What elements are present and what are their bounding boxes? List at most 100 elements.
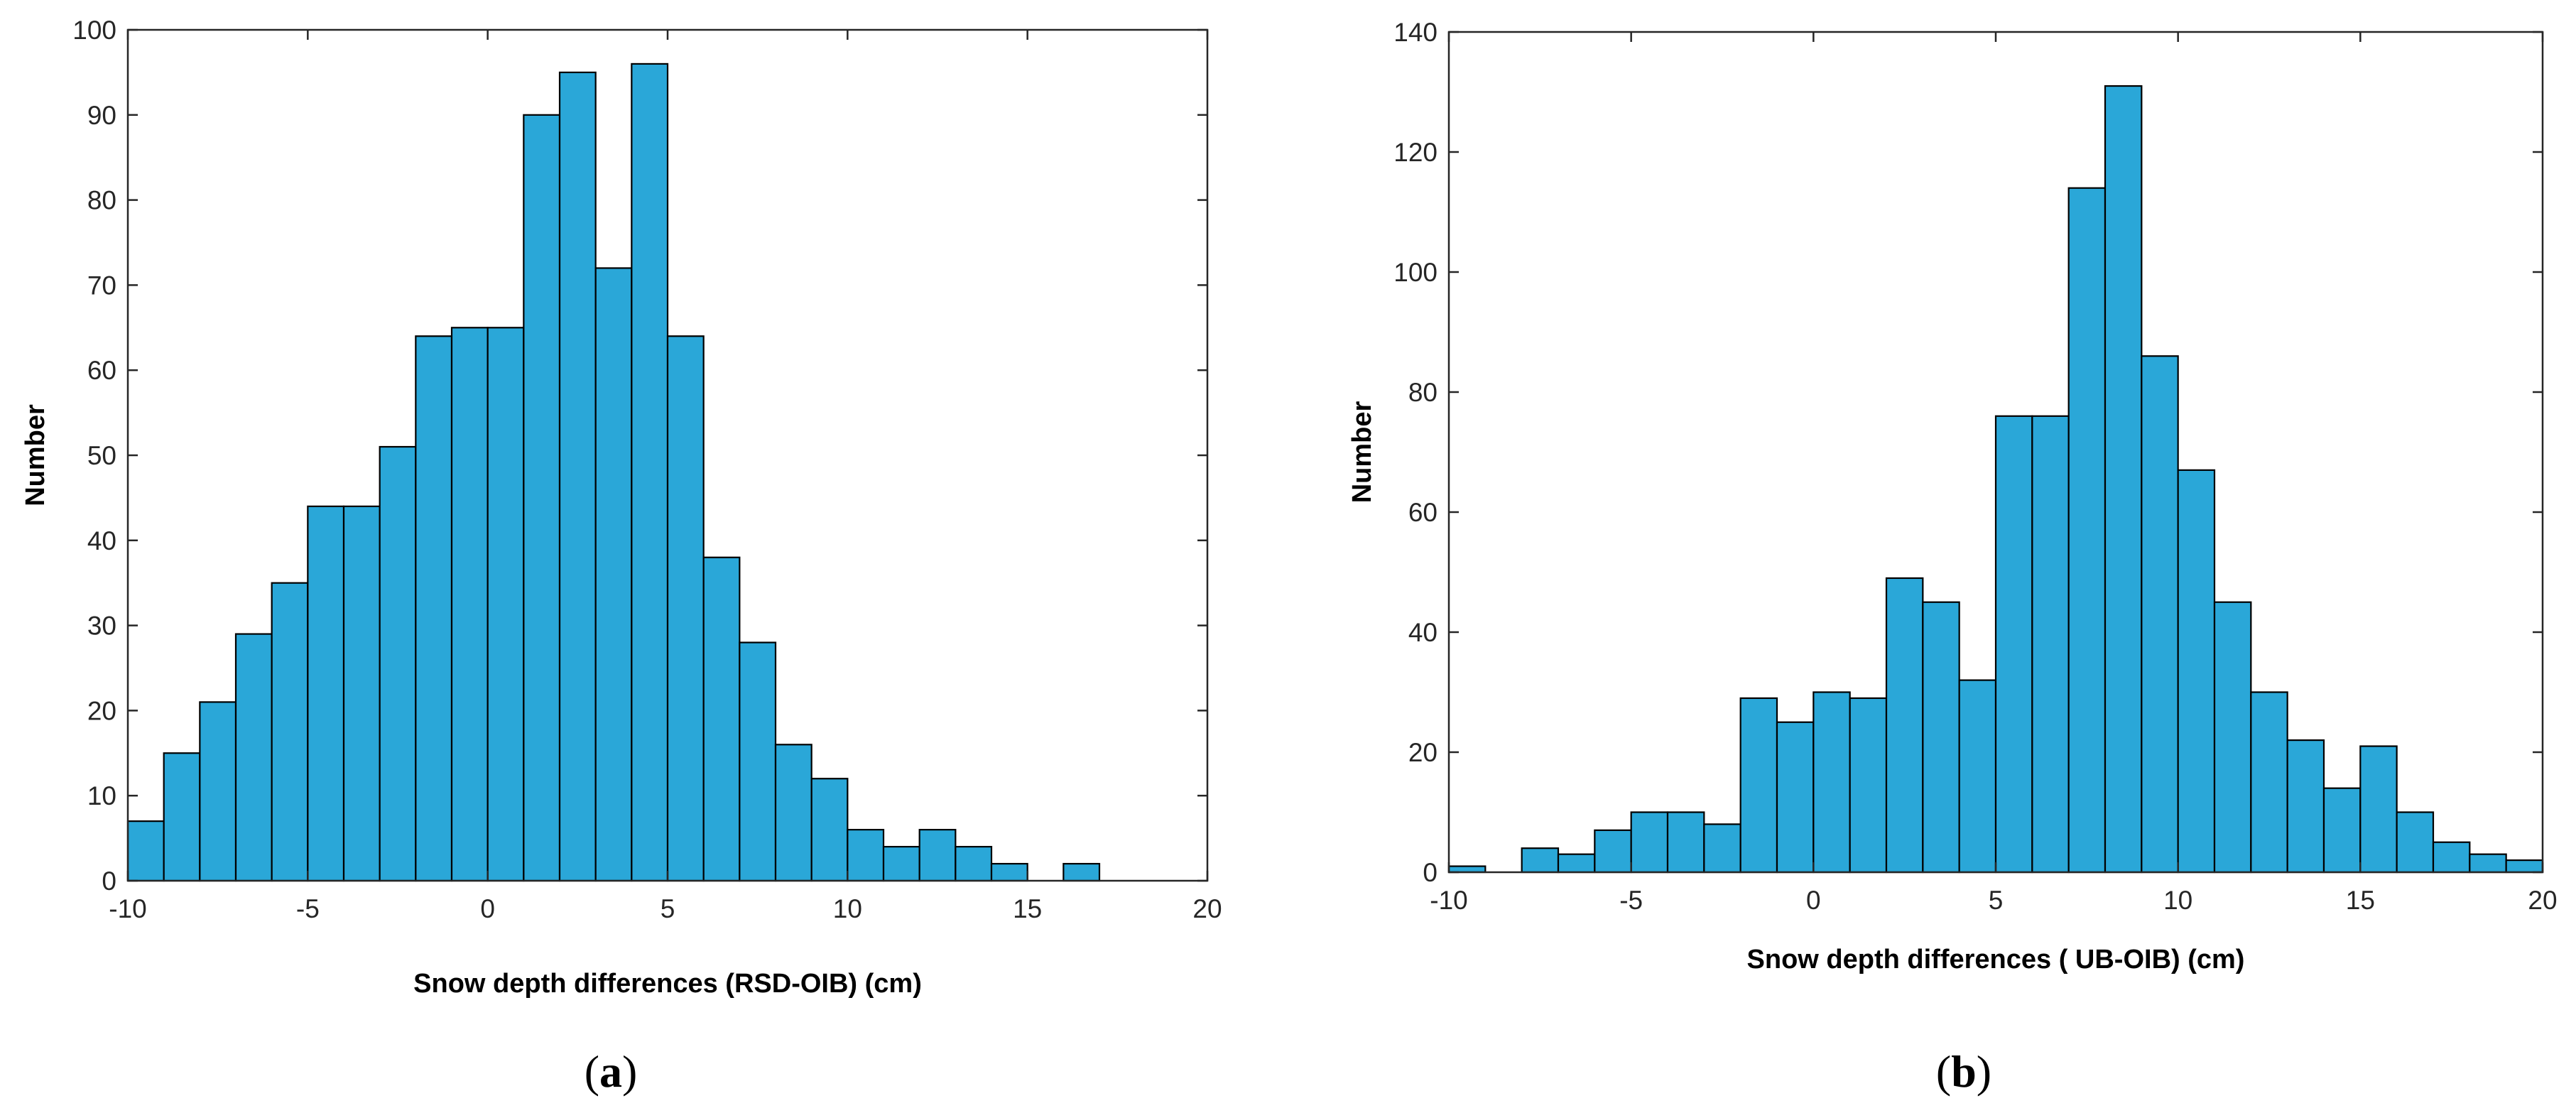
y-tick-label: 10 <box>87 781 116 810</box>
histogram-bar <box>1521 847 1560 874</box>
y-tick-label: 0 <box>1423 858 1438 887</box>
histogram-bar <box>1922 601 1960 874</box>
x-tick-label: -10 <box>109 894 146 923</box>
y-tick-label: 80 <box>1408 378 1438 407</box>
y-tick-label: 120 <box>1393 138 1438 167</box>
x-axis-ticks: -10 -5 0 5 10 15 20 <box>109 30 1222 923</box>
histogram-bar <box>1776 721 1815 874</box>
y-tick-label: 70 <box>87 271 116 300</box>
x-tick-label: 5 <box>1989 886 2004 915</box>
y-tick-label: 30 <box>87 612 116 641</box>
histogram-bar <box>2067 187 2107 874</box>
y-tick-label: 80 <box>87 186 116 215</box>
histogram-bar <box>918 829 957 882</box>
y-tick-label: 100 <box>72 16 116 45</box>
chart-panel-b: -10 -5 0 5 10 15 20 0 20 40 60 80 100 120 140 Snow dept… <box>1347 18 2558 1097</box>
histogram-bar <box>1739 697 1778 874</box>
histogram-bars <box>1447 85 2544 874</box>
caption-close-paren: ) <box>622 1046 637 1097</box>
y-axis-label: Number <box>21 404 50 506</box>
y-tick-label: 40 <box>1408 618 1438 647</box>
y-tick-label: 60 <box>87 356 116 385</box>
histogram-bar <box>234 633 273 882</box>
histogram-bar <box>1666 811 1705 874</box>
histogram-bar <box>990 862 1028 882</box>
x-tick-label: -10 <box>1430 886 1467 915</box>
y-tick-label: 100 <box>1393 258 1438 287</box>
x-tick-label: 0 <box>480 894 495 923</box>
histogram-bar <box>126 820 165 882</box>
panel-caption: (a) <box>585 1046 638 1097</box>
histogram-bar <box>523 114 561 882</box>
y-tick-label: 20 <box>87 696 116 725</box>
histogram-bar <box>1994 415 2033 874</box>
panel-caption: (b) <box>1936 1046 1991 1097</box>
y-tick-label: 90 <box>87 101 116 130</box>
histogram-bar <box>342 505 381 882</box>
histogram-bar <box>847 829 885 882</box>
histogram-bar <box>379 445 417 882</box>
histogram-bar <box>1447 865 1487 874</box>
histogram-bar <box>487 327 525 882</box>
histogram-bar <box>2396 811 2435 874</box>
x-tick-label: 15 <box>1013 894 1042 923</box>
x-tick-label: 10 <box>833 894 862 923</box>
x-axis-ticks: -10 -5 0 5 10 15 20 <box>1430 32 2558 915</box>
y-tick-label: 40 <box>87 526 116 555</box>
x-axis-label: Snow depth differences ( UB-OIB) (cm) <box>1747 945 2245 974</box>
y-tick-label: 140 <box>1393 18 1438 47</box>
histogram-bar <box>2322 787 2362 874</box>
chart-panel-a: -10 -5 0 5 10 15 20 0 10 20 30 40 50 60 70 80 90 100 Snow … <box>21 16 1222 1097</box>
x-tick-label: 15 <box>2346 886 2375 915</box>
y-axis-ticks: 0 10 20 30 40 50 60 70 80 90 100 <box>72 16 1207 896</box>
histogram-bar <box>1885 577 1924 874</box>
histogram-bar <box>2141 355 2179 874</box>
histogram-bar <box>1063 862 1101 882</box>
histogram-bar <box>271 582 309 882</box>
histogram-bar <box>1813 691 1851 874</box>
x-axis-label: Snow depth differences (RSD-OIB) (cm) <box>413 969 922 999</box>
histogram-bars <box>126 63 1101 882</box>
histogram-bar <box>774 744 813 882</box>
histogram-bar <box>163 752 201 882</box>
y-tick-label: 50 <box>87 441 116 470</box>
histogram-bar <box>2031 415 2070 874</box>
histogram-bar <box>702 556 741 882</box>
histogram-bar <box>558 71 597 882</box>
histogram-bar <box>2432 841 2471 874</box>
histogram-bar <box>2359 745 2398 874</box>
y-axis-ticks: 0 20 40 60 80 100 120 140 <box>1393 18 2543 887</box>
histogram-bar <box>2469 853 2507 874</box>
histogram-bar <box>631 63 669 882</box>
caption-letter: a <box>599 1046 622 1097</box>
histogram-bar <box>2213 601 2252 874</box>
histogram-bar <box>594 267 633 882</box>
histogram-bar <box>739 641 777 882</box>
histogram-bar <box>1849 697 1888 874</box>
y-tick-label: 0 <box>102 867 116 896</box>
x-tick-label: 10 <box>2163 886 2192 915</box>
y-tick-label: 60 <box>1408 498 1438 527</box>
x-tick-label: -5 <box>296 894 320 923</box>
caption-close-paren: ) <box>1977 1046 1991 1097</box>
histogram-bar <box>1630 811 1669 874</box>
histogram-bar <box>199 701 237 882</box>
x-tick-label: 0 <box>1806 886 1821 915</box>
caption-open-paren: ( <box>1936 1046 1951 1097</box>
y-tick-label: 20 <box>1408 738 1438 767</box>
histogram-bar <box>882 845 920 882</box>
histogram-bar <box>2104 85 2143 874</box>
histogram-bar <box>1703 823 1741 874</box>
histogram-bar <box>2286 739 2325 874</box>
histogram-bar <box>810 778 849 882</box>
histogram-bar <box>450 327 489 882</box>
y-axis-label: Number <box>1347 401 1377 504</box>
histogram-bar <box>2505 859 2544 874</box>
histogram-bar <box>666 335 705 882</box>
x-tick-label: 20 <box>1192 894 1222 923</box>
caption-letter: b <box>1951 1046 1977 1097</box>
histogram-bar <box>307 505 345 882</box>
x-tick-label: -5 <box>1619 886 1643 915</box>
histogram-bar <box>415 335 453 882</box>
